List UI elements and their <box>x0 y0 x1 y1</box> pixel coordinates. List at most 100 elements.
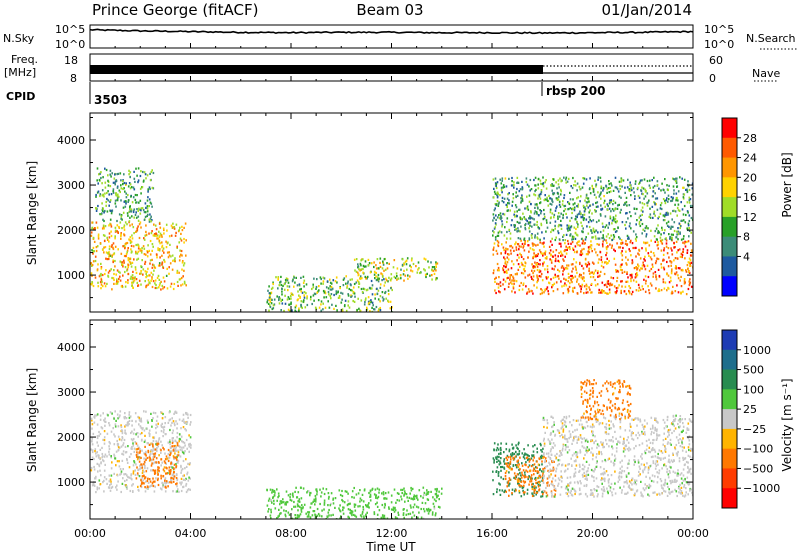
range-cell <box>292 495 294 498</box>
range-cell <box>355 258 358 261</box>
range-cell <box>93 465 95 469</box>
range-cell <box>154 485 156 488</box>
range-cell <box>156 415 159 418</box>
range-cell <box>619 237 621 240</box>
range-cell <box>503 490 505 494</box>
range-cell <box>533 467 535 470</box>
range-cell <box>156 234 159 237</box>
range-cell <box>685 450 687 453</box>
range-cell <box>172 472 175 475</box>
range-cell <box>132 432 135 435</box>
range-cell <box>576 251 578 254</box>
range-cell <box>579 434 582 437</box>
range-cell <box>168 251 170 254</box>
range-cell <box>664 219 666 222</box>
range-cell <box>332 502 335 505</box>
range-cell <box>508 471 510 474</box>
range-cell <box>96 179 98 182</box>
range-cell <box>679 279 681 282</box>
range-cell <box>522 272 525 275</box>
range-cell <box>181 283 184 286</box>
range-cell <box>315 307 318 310</box>
range-cell <box>146 255 149 258</box>
range-cell <box>128 173 130 176</box>
range-cell <box>527 476 529 479</box>
range-cell <box>635 289 638 292</box>
range-cell <box>119 275 121 278</box>
range-cell <box>181 446 183 449</box>
range-cell <box>566 267 569 270</box>
range-cell <box>600 258 603 261</box>
range-cell <box>132 470 135 473</box>
range-cell <box>541 289 544 292</box>
range-cell <box>497 474 500 477</box>
range-cell <box>101 194 104 197</box>
range-cell <box>582 218 585 222</box>
range-cell <box>157 274 160 277</box>
range-cell <box>328 495 330 498</box>
range-cell <box>168 469 170 472</box>
range-cell <box>101 273 104 277</box>
range-cell <box>130 431 132 435</box>
range-cell <box>273 303 276 306</box>
range-cell <box>589 204 591 207</box>
range-cell <box>643 229 646 232</box>
range-cell <box>688 219 691 223</box>
range-cell <box>178 241 180 244</box>
range-cell <box>534 444 536 447</box>
range-cell <box>513 282 515 285</box>
range-cell <box>540 252 543 255</box>
range-cell <box>182 474 184 478</box>
range-cell <box>664 437 667 440</box>
range-cell <box>648 215 651 218</box>
range-cell <box>129 206 131 209</box>
range-cell <box>298 498 301 501</box>
range-cell <box>146 210 149 213</box>
range-cell <box>165 455 168 458</box>
range-cell <box>567 242 570 245</box>
range-cell <box>551 425 553 429</box>
range-cell <box>95 414 98 417</box>
range-cell <box>611 219 614 222</box>
range-cell <box>103 239 106 243</box>
range-cell <box>502 246 505 249</box>
range-cell <box>140 479 142 482</box>
range-cell <box>171 466 173 469</box>
range-cell <box>294 309 296 312</box>
range-cell <box>384 492 387 495</box>
range-cell <box>177 451 180 454</box>
range-cell <box>525 475 527 478</box>
range-cell <box>523 481 526 484</box>
range-cell <box>597 275 599 278</box>
range-cell <box>660 266 663 269</box>
range-cell <box>281 293 283 296</box>
range-cell <box>567 287 570 291</box>
range-cell <box>189 462 191 465</box>
range-cell <box>170 446 172 450</box>
range-cell <box>509 232 512 235</box>
range-cell <box>168 272 170 275</box>
range-cell <box>376 258 379 261</box>
range-cell <box>595 251 597 254</box>
range-cell <box>411 270 414 273</box>
range-cell <box>658 187 660 190</box>
range-cell <box>183 226 185 229</box>
range-cell <box>646 192 649 195</box>
range-cell <box>509 237 512 240</box>
range-cell <box>592 219 595 222</box>
range-cell <box>148 220 151 223</box>
range-cell <box>599 230 602 234</box>
range-cell <box>566 180 569 183</box>
range-cell <box>164 481 166 484</box>
range-cell <box>584 257 587 260</box>
range-cell <box>130 262 132 265</box>
range-cell <box>550 473 552 476</box>
range-cell <box>277 496 279 499</box>
range-cell <box>404 500 406 503</box>
range-cell <box>103 442 106 445</box>
range-cell <box>320 300 323 303</box>
range-cell <box>517 268 520 271</box>
range-cell <box>682 290 684 293</box>
range-cell <box>510 252 512 255</box>
range-cell <box>545 276 547 279</box>
